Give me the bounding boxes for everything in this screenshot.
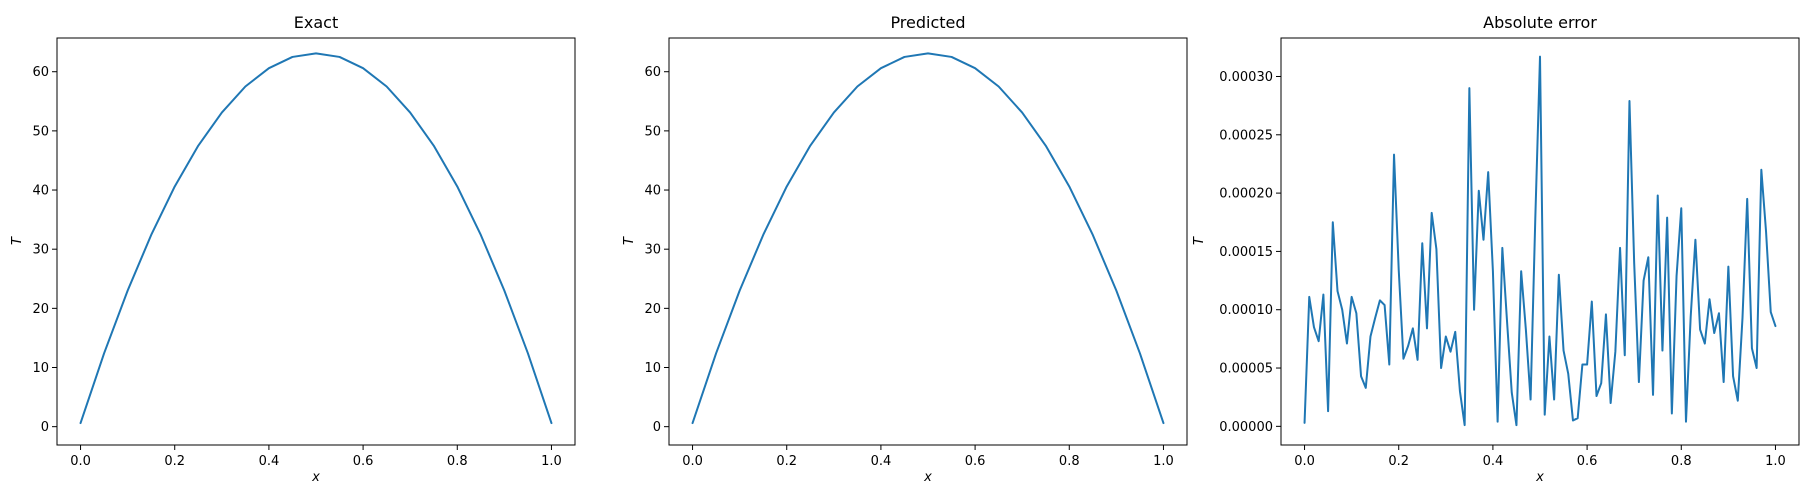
- y-tick-label: 30: [32, 243, 49, 258]
- predicted-panel: Predicted 0.0 0.2 0.4 0.6 0.8 1.0 0 10 20 30 40 50…: [622, 13, 1188, 485]
- absolute-error-y-axis: 0.00000 0.00005 0.00010 0.00015 0.00020 0.000…: [1219, 70, 1281, 435]
- y-tick-label: 0.00025: [1219, 128, 1273, 143]
- x-tick-label: 0.2: [164, 454, 185, 469]
- x-tick-label: 0.8: [1059, 454, 1080, 469]
- predicted-y-axis: 0 10 20 30 40 50 60: [644, 65, 669, 435]
- y-tick-label: 0.00010: [1219, 303, 1273, 318]
- absolute-error-title: Absolute error: [1483, 13, 1597, 32]
- absolute-error-x-axis: 0.0 0.2 0.4 0.6 0.8 1.0: [1294, 445, 1786, 469]
- x-tick-label: 1.0: [1765, 454, 1786, 469]
- y-tick-label: 10: [32, 361, 49, 376]
- absolute-error-axes-frame: [1280, 37, 1800, 446]
- exact-axes-frame: [56, 37, 576, 446]
- predicted-series-line: [691, 52, 1165, 425]
- exact-y-axis: 0 10 20 30 40 50 60: [32, 65, 57, 435]
- y-tick-label: 60: [32, 65, 49, 80]
- y-tick-label: 40: [644, 184, 661, 199]
- predicted-axes-frame: [668, 37, 1188, 446]
- y-tick-label: 0.00020: [1219, 187, 1273, 202]
- x-tick-label: 0.6: [965, 454, 986, 469]
- x-tick-label: 1.0: [1153, 454, 1174, 469]
- y-tick-label: 60: [644, 65, 661, 80]
- y-tick-label: 20: [644, 302, 661, 317]
- x-tick-label: 0.4: [1483, 454, 1504, 469]
- y-tick-label: 0.00015: [1219, 245, 1273, 260]
- exact-panel: Exact 0.0 0.2 0.4 0.6 0.8 1.0 0 10 20 30 40 50 60 x…: [10, 13, 576, 485]
- x-tick-label: 0.0: [682, 454, 703, 469]
- x-tick-label: 0.8: [1671, 454, 1692, 469]
- x-tick-label: 0.6: [353, 454, 374, 469]
- absolute-error-x-axis-label: x: [1535, 470, 1544, 485]
- predicted-plot-area: [691, 52, 1165, 425]
- y-tick-label: 50: [644, 124, 661, 139]
- x-tick-label: 0.4: [871, 454, 892, 469]
- x-tick-label: 0.2: [1388, 454, 1409, 469]
- exact-series-line: [79, 52, 553, 425]
- absolute-error-series-line: [1303, 55, 1777, 427]
- y-tick-label: 30: [644, 243, 661, 258]
- x-tick-label: 0.6: [1577, 454, 1598, 469]
- x-tick-label: 0.0: [70, 454, 91, 469]
- absolute-error-y-axis-label: T: [1192, 236, 1207, 245]
- y-tick-label: 40: [32, 184, 49, 199]
- predicted-x-axis: 0.0 0.2 0.4 0.6 0.8 1.0: [682, 445, 1174, 469]
- y-tick-label: 0.00005: [1219, 362, 1273, 377]
- y-tick-label: 10: [644, 361, 661, 376]
- x-tick-label: 1.0: [541, 454, 562, 469]
- predicted-x-axis-label: x: [923, 470, 932, 485]
- absolute-error-panel: Absolute error 0.0 0.2 0.4 0.6 0.8 1.0 0.0000…: [1192, 13, 1800, 485]
- y-tick-label: 0: [653, 420, 661, 435]
- y-tick-label: 50: [32, 124, 49, 139]
- predicted-title: Predicted: [890, 13, 965, 32]
- x-tick-label: 0.0: [1294, 454, 1315, 469]
- exact-x-axis: 0.0 0.2 0.4 0.6 0.8 1.0: [70, 445, 562, 469]
- absolute-error-plot-area: [1303, 55, 1777, 427]
- y-tick-label: 0.00000: [1219, 420, 1273, 435]
- y-tick-label: 0.00030: [1219, 70, 1273, 85]
- exact-x-axis-label: x: [311, 470, 320, 485]
- exact-title: Exact: [294, 13, 338, 32]
- x-tick-label: 0.2: [776, 454, 797, 469]
- exact-plot-area: [79, 52, 553, 425]
- y-tick-label: 20: [32, 302, 49, 317]
- predicted-y-axis-label: T: [622, 236, 637, 245]
- x-tick-label: 0.4: [259, 454, 280, 469]
- y-tick-label: 0: [41, 420, 49, 435]
- x-tick-label: 0.8: [447, 454, 468, 469]
- exact-y-axis-label: T: [10, 236, 25, 245]
